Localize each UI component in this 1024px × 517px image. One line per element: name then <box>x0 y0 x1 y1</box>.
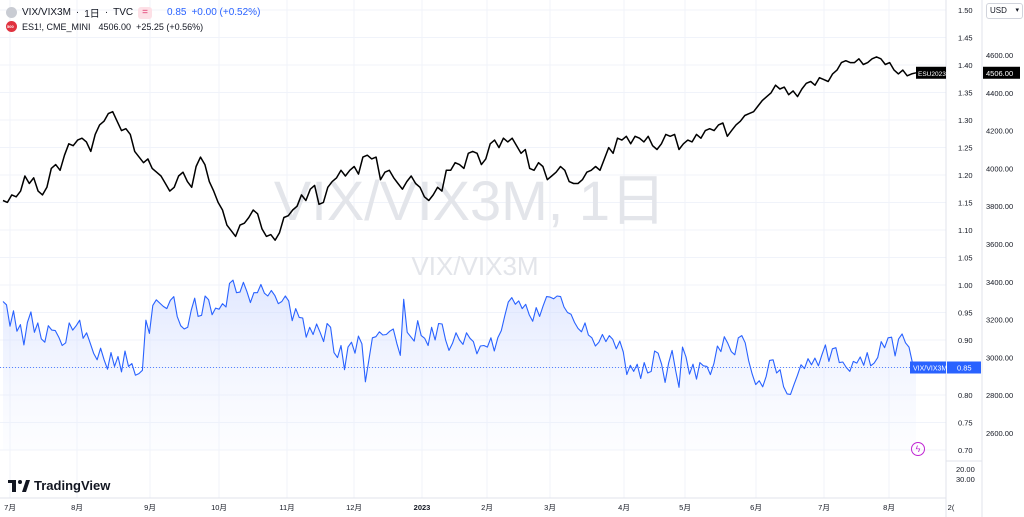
vix-name-tag <box>910 361 946 374</box>
es-value-tag <box>983 66 1020 79</box>
time-axis-label: 4月 <box>618 503 630 512</box>
legend-interval[interactable]: 1日 <box>84 9 100 20</box>
legend-source: TVC <box>113 7 134 18</box>
right-axis-tick: 2600.00 <box>986 429 1013 438</box>
es-value-label: 4506.00 <box>986 69 1013 78</box>
volume-axis-tick: 20.00 <box>956 465 975 474</box>
volume-axis-tick: 30.00 <box>956 475 975 484</box>
watermark-main: VIX/VIX3M, 1日 <box>274 169 666 232</box>
time-axis-label: 8月 <box>883 503 895 512</box>
left-axis-tick: 1.25 <box>958 144 973 153</box>
watermark-sub: VIX/VIX3M <box>411 251 538 281</box>
right-axis-tick: 4200.00 <box>986 127 1013 136</box>
sp500-logo-icon <box>6 21 17 32</box>
right-axis-tick: 4400.00 <box>986 89 1013 98</box>
currency-selector[interactable]: USD ▾ <box>986 3 1023 19</box>
legend-sep: · <box>104 7 109 18</box>
watermark: VIX/VIX3M, 1日 VIX/VIX3M <box>274 169 666 281</box>
time-axis-label: 2( <box>948 503 955 512</box>
left-axis-tick: 1.05 <box>958 254 973 263</box>
time-axis-label: 8月 <box>71 503 83 512</box>
left-axis-tick: 1.50 <box>958 6 973 15</box>
legend-symbol[interactable]: ES1!, CME_MINI <box>22 21 91 32</box>
lightning-icon[interactable]: ϟ <box>911 442 925 456</box>
left-axis-tick: 1.30 <box>958 116 973 125</box>
change-badge-icon[interactable]: = <box>138 6 152 19</box>
time-axis-label: 6月 <box>750 503 762 512</box>
left-axis-tick: 1.40 <box>958 61 973 70</box>
right-axis-tick: 3800.00 <box>986 202 1013 211</box>
vix-name-label: VIX/VIX3M <box>913 366 947 373</box>
axes-lines <box>0 0 983 517</box>
vix-ratio-line <box>2 279 917 395</box>
right-axis-tick: 3000.00 <box>986 353 1013 362</box>
right-axis-tick: 3600.00 <box>986 240 1013 249</box>
left-price-axis[interactable]: 1.50 1.45 1.40 1.35 1.30 1.25 1.20 1.15 1.10 1.05… <box>958 6 973 455</box>
time-axis[interactable]: 7月 8月 9月 10月 11月 12月 2023 2月 3月 4月 5月 6月 7月 8月 2( <box>4 503 955 512</box>
time-axis-label: 12月 <box>346 503 362 512</box>
right-axis-tick: 4600.00 <box>986 51 1013 60</box>
right-price-axis[interactable]: 4600.00 4400.00 4200.00 4000.00 3800.00 3600.… <box>986 51 1013 438</box>
es-futures-line <box>2 56 917 241</box>
symbol-logo-icon <box>6 7 17 18</box>
legend-value: 4506.00 <box>98 21 132 32</box>
tradingview-logo-icon <box>8 479 30 492</box>
vix-area-fill <box>3 280 916 450</box>
chevron-down-icon: ▾ <box>1015 7 1019 14</box>
legend-change: +25.25 (+0.56%) <box>136 21 204 32</box>
currency-label: USD <box>990 6 1007 15</box>
brand-name: TradingView <box>34 478 111 493</box>
vix-value-label: 0.85 <box>957 364 972 373</box>
es-name-label: ESU2023 <box>918 71 946 78</box>
left-axis-tick: 0.95 <box>958 309 973 318</box>
left-axis-tick: 0.90 <box>958 336 973 345</box>
legend-symbol[interactable]: VIX/VIX3M <box>22 7 71 18</box>
time-axis-label: 5月 <box>679 503 691 512</box>
vix-value-tag <box>947 361 981 374</box>
es-name-tag <box>916 66 946 79</box>
legend-row-es[interactable]: ES1!, CME_MINI 4506.00 +25.25 (+0.56%) <box>6 21 203 32</box>
tradingview-logo[interactable]: TradingView <box>8 478 110 493</box>
time-axis-label: 9月 <box>144 503 156 512</box>
left-axis-tick: 1.10 <box>958 226 973 235</box>
legend-row-vix[interactable]: VIX/VIX3M · 1日 · TVC = 0.85 +0.00 (+0.52… <box>6 5 260 20</box>
left-axis-tick: 1.35 <box>958 89 973 98</box>
left-axis-tick: 0.80 <box>958 391 973 400</box>
left-axis-tick: 1.15 <box>958 199 973 208</box>
right-axis-tick: 4000.00 <box>986 164 1013 173</box>
legend-value: 0.85 <box>167 7 187 18</box>
left-axis-tick: 1.00 <box>958 281 973 290</box>
left-axis-tick: 0.75 <box>958 419 973 428</box>
right-axis-tick: 2800.00 <box>986 391 1013 400</box>
right-axis-tick: 3200.00 <box>986 316 1013 325</box>
time-axis-label: 7月 <box>4 503 16 512</box>
right-axis-tick: 3400.00 <box>986 278 1013 287</box>
legend-sep: · <box>75 7 80 18</box>
time-axis-label: 11月 <box>279 503 294 512</box>
left-axis-tick: 0.70 <box>958 446 973 455</box>
vix-area <box>3 280 916 450</box>
time-axis-label: 2023 <box>414 503 431 512</box>
left-axis-tick: 1.20 <box>958 171 973 180</box>
last-value-labels: ESU2023 4506.00 VIX/VIX3M 0.85 <box>910 66 1020 374</box>
time-axis-label: 2月 <box>481 503 493 512</box>
time-axis-label: 10月 <box>211 503 227 512</box>
legend-change: +0.00 (+0.52%) <box>191 7 261 18</box>
time-axis-label: 7月 <box>818 503 830 512</box>
time-axis-label: 3月 <box>544 503 556 512</box>
left-axis-tick: 1.45 <box>958 34 973 43</box>
series-layer <box>0 56 917 395</box>
